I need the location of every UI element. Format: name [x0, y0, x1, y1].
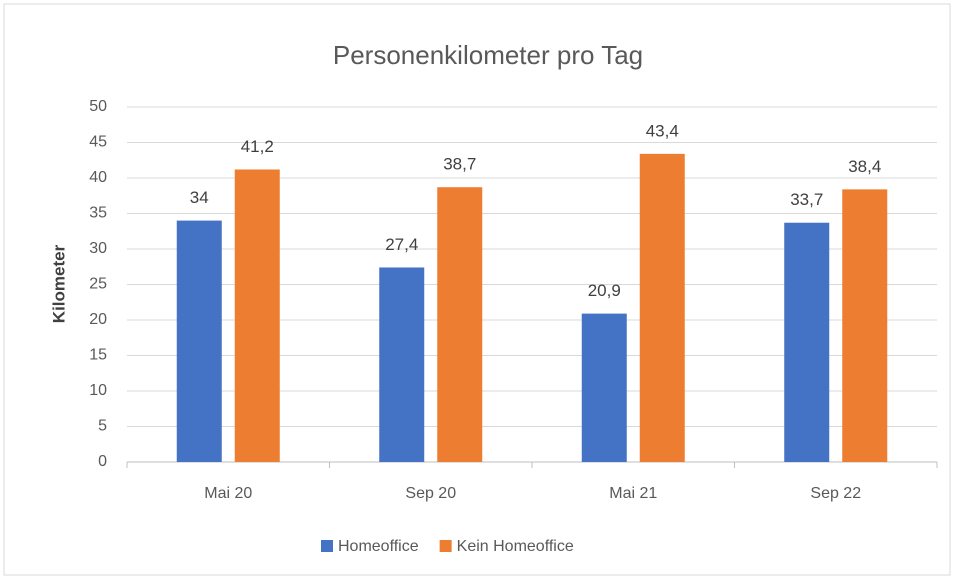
y-tick-label: 20: [89, 311, 107, 328]
data-label: 34: [190, 188, 209, 207]
data-label: 38,4: [848, 157, 881, 176]
data-label: 43,4: [646, 121, 679, 140]
bar: [842, 189, 888, 463]
y-tick-label: 40: [89, 169, 107, 186]
bar: [176, 220, 222, 462]
bar: [581, 313, 627, 462]
data-label: 41,2: [241, 137, 274, 156]
data-label: 27,4: [385, 235, 418, 254]
bar: [639, 153, 685, 463]
y-tick-label: 5: [98, 418, 107, 435]
legend-label: Kein Homeoffice: [457, 538, 574, 555]
y-tick-label: 50: [89, 98, 107, 115]
bar: [437, 187, 483, 463]
y-axis-label: Kilometer: [49, 244, 68, 323]
legend-label: Homeoffice: [338, 538, 419, 555]
data-label: 33,7: [790, 190, 823, 209]
data-label: 38,7: [443, 155, 476, 174]
data-label: 20,9: [588, 281, 621, 300]
legend-swatch: [439, 540, 452, 552]
y-tick-label: 35: [89, 205, 107, 222]
y-tick-label: 0: [98, 453, 107, 470]
x-tick-label: Mai 21: [609, 485, 657, 502]
y-tick-label: 25: [89, 276, 107, 293]
bar: [234, 169, 280, 463]
y-tick-label: 10: [89, 382, 107, 399]
bar: [784, 222, 830, 462]
x-tick-label: Sep 20: [405, 485, 456, 502]
legend-swatch: [321, 540, 333, 552]
y-tick-label: 30: [89, 240, 107, 257]
chart-title: Personenkilometer pro Tag: [333, 40, 643, 70]
y-tick-label: 45: [89, 134, 107, 151]
bar: [379, 267, 425, 462]
x-tick-label: Mai 20: [204, 485, 252, 502]
x-tick-label: Sep 22: [810, 485, 861, 502]
y-tick-label: 15: [89, 347, 107, 364]
